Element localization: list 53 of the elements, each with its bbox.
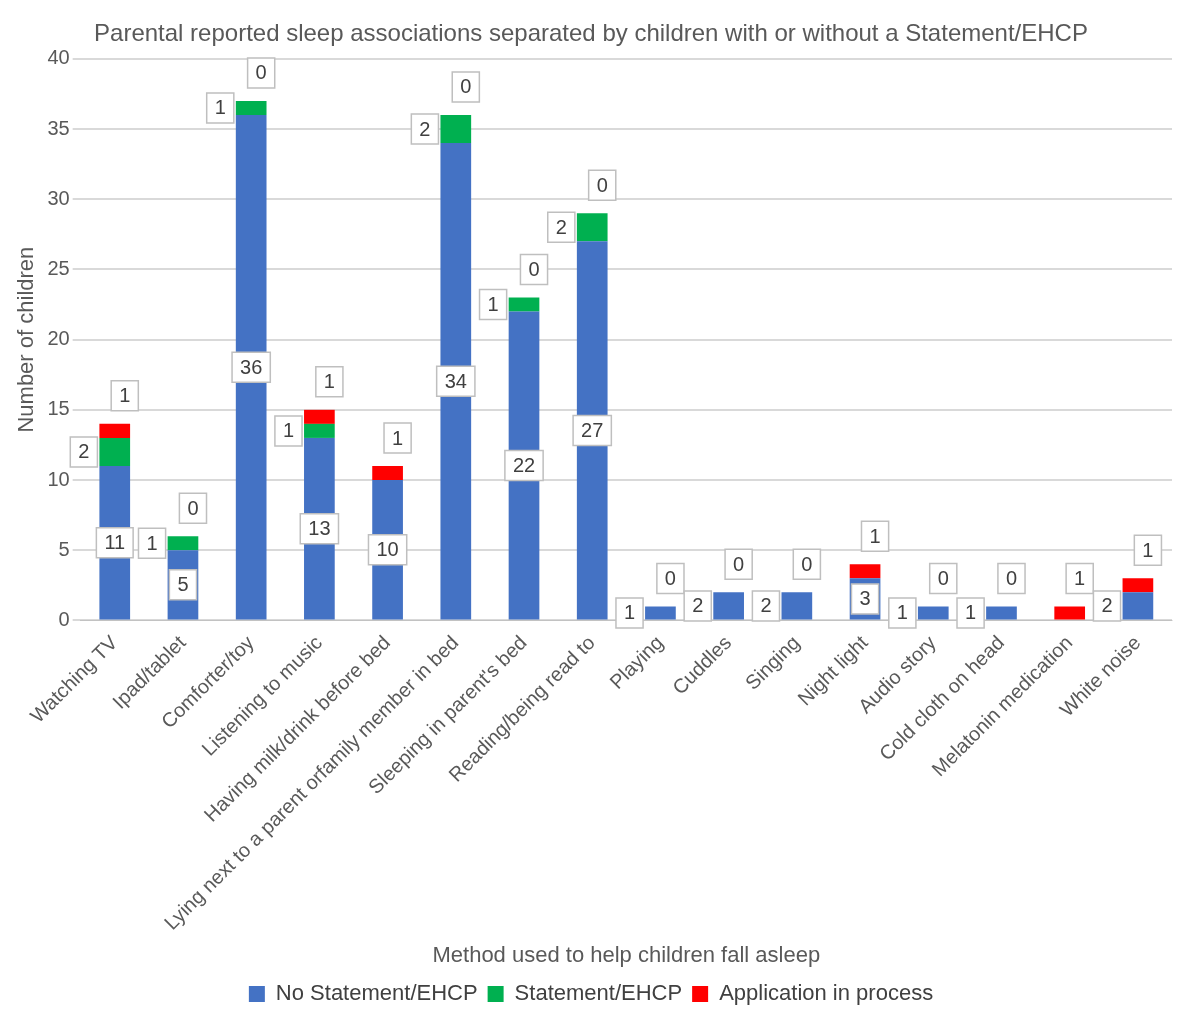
y-axis-title: Number of children xyxy=(13,246,39,433)
data-label: 1 xyxy=(282,419,295,442)
data-label: 1 xyxy=(146,531,158,554)
data-label: 3 xyxy=(859,587,871,610)
data-label: 0 xyxy=(1005,566,1018,589)
data-label: 1 xyxy=(896,601,908,624)
y-tick-label: 20 xyxy=(47,327,70,350)
data-label: 1 xyxy=(965,601,977,624)
y-tick-label: 25 xyxy=(47,256,70,279)
y-tick-label: 10 xyxy=(47,467,70,490)
y-tick-label: 15 xyxy=(47,397,70,420)
data-label: 2 xyxy=(692,594,704,617)
data-label: 1 xyxy=(623,601,636,624)
y-tick-label: 30 xyxy=(47,186,70,209)
data-label: 2 xyxy=(419,117,431,140)
legend-label: No Statement/EHCP xyxy=(275,980,478,1006)
y-tick-label: 40 xyxy=(47,46,70,69)
data-label: 0 xyxy=(187,496,199,519)
data-label: 0 xyxy=(255,61,267,84)
data-label: 0 xyxy=(801,552,813,575)
data-label: 2 xyxy=(1101,594,1113,617)
data-label: 11 xyxy=(104,531,126,554)
data-label: 2 xyxy=(78,440,90,463)
y-tick-label: 0 xyxy=(58,607,70,630)
data-label: 22 xyxy=(512,454,536,477)
legend-label: Application in process xyxy=(719,980,934,1006)
data-label: 27 xyxy=(581,418,604,441)
data-label: 0 xyxy=(460,75,472,98)
data-label: 0 xyxy=(596,173,608,196)
data-label: 1 xyxy=(869,524,881,547)
data-label: 1 xyxy=(392,426,404,449)
data-label: 1 xyxy=(214,96,226,119)
data-label: 10 xyxy=(376,538,399,561)
y-tick-label: 35 xyxy=(47,116,70,139)
data-label: 0 xyxy=(733,552,745,575)
data-label: 1 xyxy=(323,370,335,393)
chart-title: Parental reported sleep associations separated by children with or without a Statement/EHCP xyxy=(94,19,1088,47)
data-label: 34 xyxy=(444,369,467,392)
data-label: 0 xyxy=(937,566,949,589)
data-label: 2 xyxy=(760,594,772,617)
data-label: 0 xyxy=(664,566,676,589)
data-label: 1 xyxy=(1142,538,1154,561)
data-label: 1 xyxy=(1074,566,1086,589)
y-tick-label: 5 xyxy=(58,537,70,560)
data-label: 1 xyxy=(119,384,131,407)
x-axis-title: Method used to help children fall asleep xyxy=(432,941,821,967)
data-label: 13 xyxy=(308,517,331,540)
data-label: 5 xyxy=(177,573,189,596)
legend-label: Statement/EHCP xyxy=(514,980,683,1006)
data-label: 0 xyxy=(528,258,540,281)
data-label: 36 xyxy=(240,355,263,378)
data-label: 1 xyxy=(487,293,499,316)
data-label: 2 xyxy=(555,215,567,238)
